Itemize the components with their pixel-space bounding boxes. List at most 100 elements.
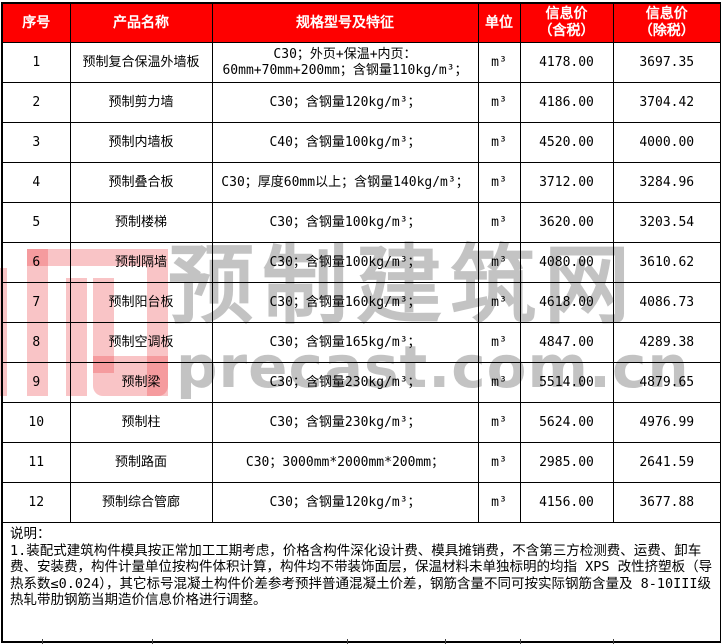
table-body: 1 预制复合保温外墙板 C30；外页+保温+内页：60mm+70mm+200mm；含…	[1, 42, 721, 523]
cell-product-name: 预制阳台板	[69, 282, 213, 323]
cell-spec: C30；含钢量230kg/m³；	[211, 402, 479, 443]
cell-spec: C30；含钢量165kg/m³；	[211, 322, 479, 363]
cell-product-name: 预制叠合板	[69, 162, 213, 203]
cell-product-name: 预制楼梯	[69, 202, 213, 243]
table-row: 2 预制剪力墙 C30；含钢量120kg/m³； m³ 4186.00 3704.42	[1, 82, 721, 123]
cell-price-excl-tax: 3284.96	[612, 162, 721, 203]
cell-product-name: 预制空调板	[69, 322, 213, 363]
cell-price-incl-tax: 4520.00	[519, 122, 614, 163]
cell-spec: C30；含钢量160kg/m³；	[211, 282, 479, 323]
table-row: 3 预制内墙板 C40；含钢量100kg/m³； m³ 4520.00 4000.00	[1, 122, 721, 163]
table-row: 7 预制阳台板 C30；含钢量160kg/m³； m³ 4618.00 4086.73	[1, 282, 721, 323]
notes-box: 说明： 1.装配式建筑构件模具按正常加工工期考虑，价格含构件深化设计费、模具摊销…	[1, 522, 721, 643]
cell-price-excl-tax: 4879.65	[612, 362, 721, 403]
cell-unit: m³	[477, 82, 521, 123]
cell-index: 11	[1, 442, 71, 483]
cell-spec: C30；含钢量120kg/m³；	[211, 482, 479, 523]
cutoff-tick	[445, 639, 446, 644]
table-row: 11 预制路面 C30；3000mm*2000mm*200mm； m³ 2985.00 2…	[1, 442, 721, 483]
cell-spec: C40；含钢量100kg/m³；	[211, 122, 479, 163]
cell-index: 9	[1, 362, 71, 403]
cell-index: 6	[1, 242, 71, 283]
table-row: 4 预制叠合板 C30；厚度60mm以上；含钢量140kg/m³； m³ 3712.00…	[1, 162, 721, 203]
cell-spec: C30；含钢量100kg/m³；	[211, 202, 479, 243]
cell-price-incl-tax: 4178.00	[519, 42, 614, 83]
cell-unit: m³	[477, 202, 521, 243]
table-row: 8 预制空调板 C30；含钢量165kg/m³； m³ 4847.00 4289.38	[1, 322, 721, 363]
notes-text: 1.装配式建筑构件模具按正常加工工期考虑，价格含构件深化设计费、模具摊销费，不含…	[10, 542, 713, 609]
cutoff-tick	[347, 639, 348, 644]
cell-unit: m³	[477, 282, 521, 323]
cell-price-excl-tax: 3704.42	[612, 82, 721, 123]
cell-price-excl-tax: 4000.00	[612, 122, 721, 163]
header-row: 序号 产品名称 规格型号及特征 单位 信息价 （含税） 信息价 （除税）	[1, 2, 721, 43]
cell-price-incl-tax: 4186.00	[519, 82, 614, 123]
cell-price-excl-tax: 2641.59	[612, 442, 721, 483]
cell-product-name: 预制复合保温外墙板	[69, 42, 213, 83]
notes-title: 说明：	[10, 526, 51, 542]
cell-spec: C30；厚度60mm以上；含钢量140kg/m³；	[211, 162, 479, 203]
cell-price-incl-tax: 4847.00	[519, 322, 614, 363]
col-header-price-incl-tax: 信息价 （含税）	[519, 2, 614, 43]
cell-unit: m³	[477, 402, 521, 443]
cell-unit: m³	[477, 322, 521, 363]
table-row: 9 预制梁 C30；含钢量230kg/m³； m³ 5514.00 4879.65	[1, 362, 721, 403]
cell-unit: m³	[477, 442, 521, 483]
cell-price-excl-tax: 3697.35	[612, 42, 721, 83]
cell-price-incl-tax: 2985.00	[519, 442, 614, 483]
cell-product-name: 预制隔墙	[69, 242, 213, 283]
cell-index: 2	[1, 82, 71, 123]
cell-price-excl-tax: 3610.62	[612, 242, 721, 283]
cell-price-incl-tax: 4618.00	[519, 282, 614, 323]
notes-row: 说明： 1.装配式建筑构件模具按正常加工工期考虑，价格含构件深化设计费、模具摊销…	[1, 522, 721, 643]
cell-spec: C30；3000mm*2000mm*200mm；	[211, 442, 479, 483]
cell-unit: m³	[477, 42, 521, 83]
table-row: 10 预制柱 C30；含钢量230kg/m³； m³ 5624.00 4976.99	[1, 402, 721, 443]
cell-product-name: 预制路面	[69, 442, 213, 483]
cell-unit: m³	[477, 242, 521, 283]
table-row: 5 预制楼梯 C30；含钢量100kg/m³； m³ 3620.00 3203.54	[1, 202, 721, 243]
cell-price-excl-tax: 4976.99	[612, 402, 721, 443]
cell-unit: m³	[477, 122, 521, 163]
cell-product-name: 预制剪力墙	[69, 82, 213, 123]
cell-price-excl-tax: 3203.54	[612, 202, 721, 243]
cell-product-name: 预制内墙板	[69, 122, 213, 163]
cell-index: 10	[1, 402, 71, 443]
cell-price-excl-tax: 4289.38	[612, 322, 721, 363]
cell-index: 8	[1, 322, 71, 363]
cell-price-incl-tax: 5624.00	[519, 402, 614, 443]
cutoff-tick	[613, 639, 614, 644]
cell-unit: m³	[477, 162, 521, 203]
table-row: 1 预制复合保温外墙板 C30；外页+保温+内页：60mm+70mm+200mm；含…	[1, 42, 721, 83]
cell-price-incl-tax: 3712.00	[519, 162, 614, 203]
table-row: 6 预制隔墙 C30；含钢量100kg/m³； m³ 4080.00 3610.62	[1, 242, 721, 283]
cutoff-tick	[520, 639, 521, 644]
cell-price-incl-tax: 4080.00	[519, 242, 614, 283]
cell-spec: C30；外页+保温+内页：60mm+70mm+200mm；含钢量110kg/m³…	[211, 42, 479, 83]
col-header-spec: 规格型号及特征	[211, 2, 479, 43]
cell-index: 12	[1, 482, 71, 523]
cell-price-incl-tax: 3620.00	[519, 202, 614, 243]
col-header-index: 序号	[1, 2, 71, 43]
cell-index: 3	[1, 122, 71, 163]
cell-spec: C30；含钢量100kg/m³；	[211, 242, 479, 283]
cell-price-excl-tax: 3677.88	[612, 482, 721, 523]
col-header-price-excl-tax: 信息价 （除税）	[612, 2, 721, 43]
cell-price-incl-tax: 5514.00	[519, 362, 614, 403]
cell-price-incl-tax: 4156.00	[519, 482, 614, 523]
cell-spec: C30；含钢量120kg/m³；	[211, 82, 479, 123]
cell-index: 4	[1, 162, 71, 203]
cell-unit: m³	[477, 362, 521, 403]
col-header-product-name: 产品名称	[69, 2, 213, 43]
cell-product-name: 预制综合管廊	[69, 482, 213, 523]
cell-index: 1	[1, 42, 71, 83]
cell-spec: C30；含钢量230kg/m³；	[211, 362, 479, 403]
cell-product-name: 预制梁	[69, 362, 213, 403]
cell-price-excl-tax: 4086.73	[612, 282, 721, 323]
cell-product-name: 预制柱	[69, 402, 213, 443]
cell-unit: m³	[477, 482, 521, 523]
cutoff-tick	[152, 639, 153, 644]
cell-index: 7	[1, 282, 71, 323]
col-header-unit: 单位	[477, 2, 521, 43]
